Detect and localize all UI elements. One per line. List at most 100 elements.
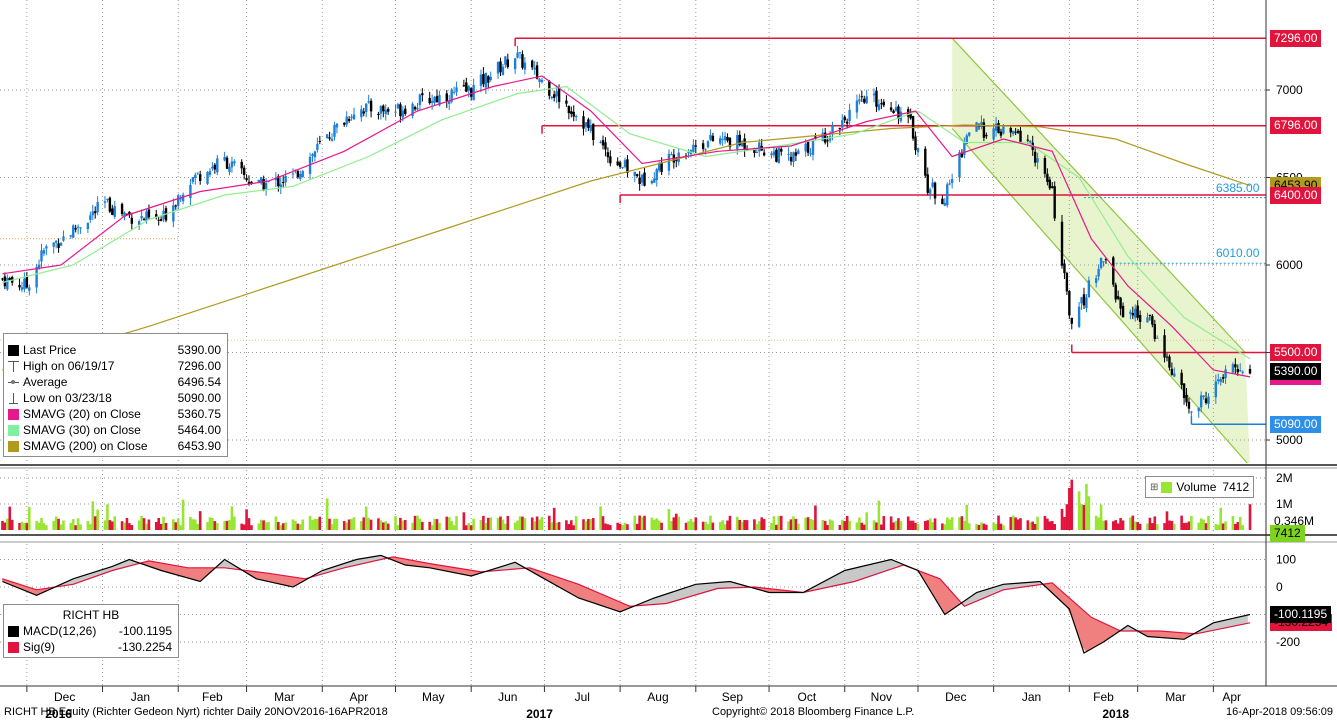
last-price-swatch	[8, 344, 19, 356]
moving-averages	[2, 75, 1251, 378]
candle-body	[1219, 379, 1222, 383]
volume-bar	[8, 506, 12, 530]
volume-bar	[342, 521, 346, 530]
volume-bar	[1065, 504, 1069, 530]
candle-body	[960, 152, 964, 157]
candle-body	[411, 103, 414, 116]
legend-row-sma200: SMAVG (200) on Close 6453.90	[4, 438, 227, 454]
volume-bar	[1011, 515, 1015, 530]
macd-histogram-fill	[197, 567, 203, 582]
candle-body	[916, 147, 920, 153]
candle-body	[450, 89, 453, 102]
volume-bar	[655, 518, 659, 530]
candle-body	[35, 266, 38, 288]
candle-body	[325, 134, 329, 139]
candle-body	[828, 136, 832, 141]
candle-body	[421, 93, 424, 96]
candle-body	[728, 137, 732, 147]
volume-bar	[1207, 515, 1210, 530]
candle-body	[113, 206, 116, 217]
candle-body	[230, 161, 234, 168]
footer-center: Copyright© 2018 Bloomberg Finance L.P.	[712, 706, 915, 718]
x-tick-label: Apr	[350, 690, 369, 704]
volume-bar	[172, 519, 175, 530]
volume-bar	[62, 520, 65, 530]
x-tick-label: Apr	[1222, 690, 1241, 704]
candle-body	[843, 116, 846, 121]
volume-bar	[1148, 517, 1152, 530]
volume-bar	[465, 525, 468, 530]
candle-body	[811, 139, 815, 155]
candlesticks	[1, 45, 1252, 418]
candle-body	[877, 104, 881, 110]
candle-body	[328, 137, 331, 139]
volume-bar	[125, 517, 129, 530]
volume-bar	[967, 523, 971, 530]
macd-histogram-fill	[1178, 632, 1185, 640]
candle-body	[18, 284, 21, 288]
candle-body	[103, 201, 107, 203]
volume-bar	[416, 515, 419, 530]
macd-legend-title-row: RICHT HB	[4, 607, 178, 623]
candle-body	[501, 66, 505, 76]
candle-body	[301, 170, 304, 177]
candle-body	[262, 178, 265, 191]
candle-body	[284, 176, 287, 183]
volume-bar	[421, 521, 424, 530]
volume-legend-value: 7412	[1222, 480, 1250, 494]
volume-bar	[318, 516, 322, 530]
expand-icon[interactable]: ⊞	[1150, 481, 1159, 493]
candle-body	[157, 219, 160, 221]
volume-bar	[181, 499, 185, 530]
volume-bar	[113, 516, 117, 530]
volume-bar	[279, 525, 283, 530]
volume-legend: ⊞ Volume 7412	[1145, 476, 1255, 498]
candle-body	[1053, 186, 1056, 219]
panel-gap	[0, 533, 1337, 544]
volume-bar	[159, 523, 163, 530]
candle-body	[335, 123, 339, 128]
candle-body	[616, 161, 619, 166]
volume-bar	[1068, 488, 1071, 530]
volume-bar	[228, 519, 231, 530]
volume-bar	[997, 515, 1000, 530]
volume-bar	[1234, 523, 1237, 530]
sma20-line	[2, 75, 1251, 378]
candle-body	[1036, 158, 1039, 163]
candle-body	[1102, 261, 1105, 263]
volume-bar	[418, 518, 422, 530]
candle-body	[42, 250, 46, 254]
y-tick-label: 1M	[1276, 497, 1293, 511]
macd-histogram-fill	[192, 567, 199, 582]
candle-body	[194, 174, 197, 179]
volume-bar	[360, 521, 363, 530]
legend-value: 6453.90	[177, 439, 221, 453]
volume-bar	[569, 520, 573, 530]
volume-bar	[504, 523, 507, 530]
volume-bar	[692, 521, 695, 530]
volume-bar	[948, 519, 952, 530]
candle-body	[809, 153, 812, 155]
candle-body	[433, 97, 436, 103]
candle-body	[59, 243, 63, 246]
legend-value: 7296.00	[177, 359, 221, 373]
candle-body	[1197, 407, 1200, 412]
candle-body	[555, 91, 558, 97]
volume-bar	[721, 520, 724, 530]
volume-bar	[777, 515, 781, 530]
candle-body	[467, 86, 470, 91]
candle-body	[396, 104, 400, 109]
candle-body	[1170, 368, 1174, 375]
candle-body	[858, 99, 861, 102]
legend-value: 5390.00	[177, 343, 221, 357]
volume-bar	[382, 522, 385, 530]
volume-bar	[823, 520, 827, 530]
volume-bar	[452, 525, 456, 530]
volume-bar	[689, 518, 693, 530]
volume-bar	[530, 517, 534, 530]
volume-bar	[557, 522, 561, 530]
volume-bar	[433, 518, 436, 530]
candle-body	[572, 111, 575, 117]
volume-bar	[69, 523, 73, 530]
legend-label: SMAVG (200) on Close	[23, 439, 148, 453]
